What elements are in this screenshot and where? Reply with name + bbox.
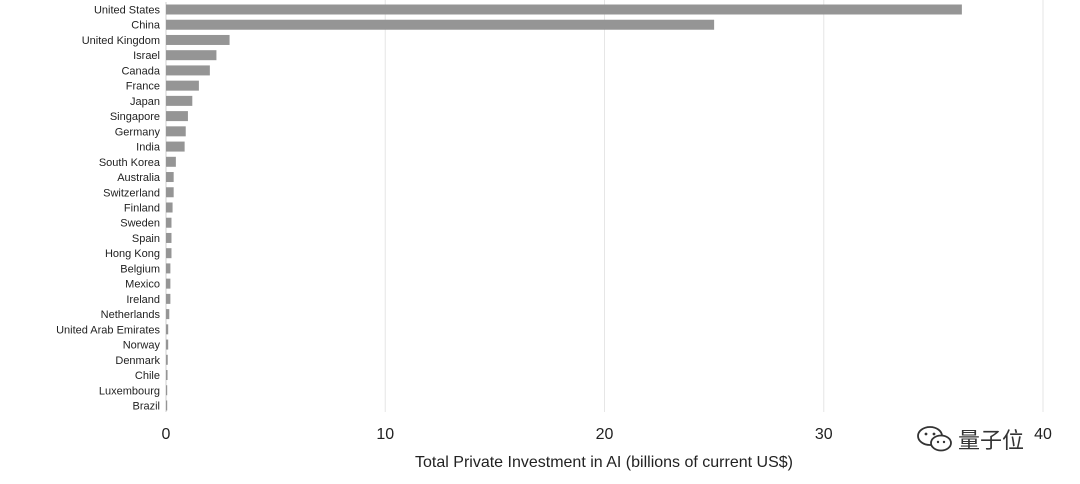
bar [166,385,168,396]
x-tick-label: 0 [162,426,171,443]
x-tick-label: 30 [815,426,833,443]
gridlines [165,0,1044,412]
x-axis-label: Total Private Investment in AI (billions… [415,454,793,471]
category-label: United Arab Emirates [56,324,160,336]
bar [166,324,169,335]
category-label: Norway [123,340,161,352]
bar [166,65,210,76]
bar [166,156,176,167]
category-label: Sweden [120,218,160,230]
category-label: Israel [133,50,160,62]
category-label: China [131,20,161,32]
category-label: Australia [117,172,161,184]
bar [166,232,172,243]
bar [166,217,172,228]
category-label: Belgium [120,263,160,275]
category-label: United Kingdom [82,35,160,47]
category-label: South Korea [99,157,161,169]
bar [166,339,169,350]
category-label: Spain [132,233,160,245]
category-label: Netherlands [101,309,161,321]
bar [166,172,174,183]
bars [166,4,962,411]
category-label: Canada [121,65,160,77]
x-tick-labels: 0 10 20 30 40 [162,426,1052,443]
category-label: United States [94,5,161,17]
x-tick-label: 40 [1034,426,1052,443]
wechat-icon [917,426,952,452]
category-label: Switzerland [103,187,160,199]
bar [166,202,173,213]
bar [166,354,168,365]
category-label: Mexico [125,279,160,291]
bar [166,293,171,304]
bar [166,95,193,106]
bar [166,141,185,152]
category-label: Luxembourg [99,385,160,397]
bar [166,400,168,411]
bar [166,19,715,30]
category-label: Japan [130,96,160,108]
bar [166,80,199,91]
bar [166,248,172,259]
category-label: Germany [115,126,161,138]
category-label: Chile [135,370,160,382]
category-label: Brazil [132,400,160,412]
bar [166,278,171,289]
bar [166,263,171,274]
bar [166,187,174,198]
bar [166,309,170,320]
watermark: 量子位 [916,424,1024,454]
bar [166,34,230,45]
category-label: Finland [124,202,160,214]
category-label: Hong Kong [105,248,160,260]
category-labels: United States China United Kingdom Israel Ca… [56,5,161,413]
bar [166,50,217,61]
bar [166,4,962,15]
category-label: Ireland [126,294,160,306]
watermark-text: 量子位 [958,429,1025,454]
category-label: India [136,142,161,154]
category-label: France [126,81,160,93]
bar [166,370,168,381]
bar [166,111,188,122]
bar [166,126,186,137]
x-tick-label: 20 [596,426,614,443]
category-label: Singapore [110,111,160,123]
category-label: Denmark [115,355,160,367]
x-tick-label: 10 [376,426,394,443]
